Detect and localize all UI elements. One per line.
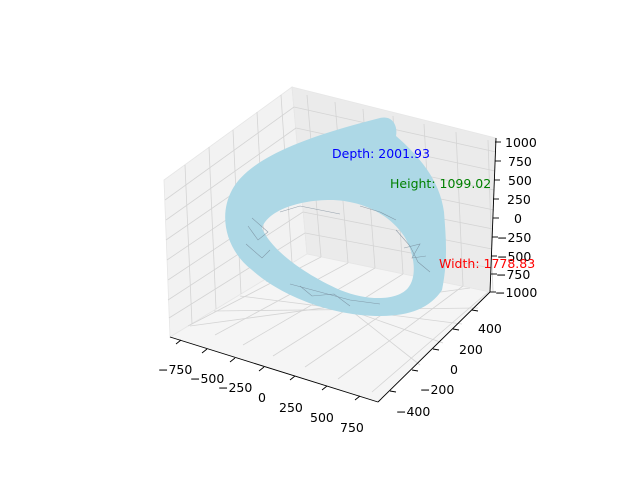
z-tick-label: −1000 [495, 285, 537, 300]
y-tick-label: 400 [478, 321, 502, 336]
height-annotation: Height: 1099.02 [390, 176, 491, 191]
depth-annotation: Depth: 2001.93 [332, 146, 430, 161]
z-tick-label: 1000 [505, 135, 537, 150]
x-tick-label: 250 [279, 400, 303, 415]
surface [225, 117, 446, 316]
x-tick-label: −750 [158, 362, 192, 377]
y-tick-label: 200 [459, 342, 483, 357]
z-tick-label: −750 [496, 267, 530, 282]
tick-marks [175, 141, 501, 401]
y-axis-line [377, 291, 491, 403]
y-tick-label: −200 [420, 382, 454, 397]
axis-lines [169, 137, 497, 403]
y-tick-label: −400 [396, 404, 430, 419]
z-tick-label: 0 [514, 211, 522, 226]
surface-body [225, 117, 446, 316]
x-tick-label: 500 [310, 410, 334, 425]
z-tick-label: 750 [508, 154, 532, 169]
x-tick-label: 750 [340, 420, 364, 435]
z-tick-label: 250 [507, 192, 531, 207]
width-annotation: Width: 1778.83 [439, 256, 535, 271]
y-tick-labels: −400 −200 0 200 400 [396, 321, 502, 419]
x-axis-line [169, 336, 379, 403]
x-tick-label: −250 [218, 380, 252, 395]
x-tick-label: −500 [190, 371, 224, 386]
z-tick-label: 500 [508, 173, 532, 188]
z-tick-label: −500 [497, 249, 531, 264]
z-tick-labels: 1000 750 500 250 0 −250 −500 −750 −1000 [495, 135, 537, 300]
x-tick-labels: −750 −500 −250 0 250 500 750 [158, 362, 364, 435]
x-tick-label: 0 [258, 390, 266, 405]
z-tick-label: −250 [497, 230, 531, 245]
z-axis-line [489, 137, 497, 293]
surface-mesh [245, 205, 431, 307]
y-tick-label: 0 [450, 362, 458, 377]
annotations: Depth: 2001.93 Height: 1099.02 Width: 17… [332, 146, 535, 271]
